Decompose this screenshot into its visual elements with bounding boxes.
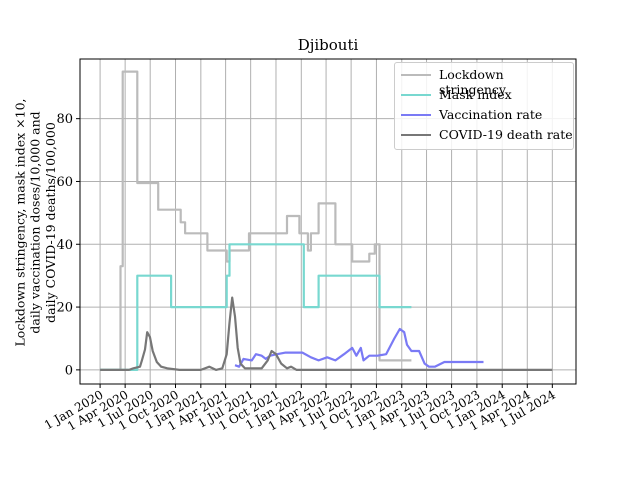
chart-legend: Lockdown stringency Mask index Vaccinati… (394, 62, 574, 150)
y-tick-label: 80 (56, 112, 73, 127)
series-line-deaths (100, 296, 553, 371)
grid-lines (80, 59, 576, 384)
legend-label-lockdown: Lockdown stringency (439, 67, 506, 97)
series-line-mask (100, 243, 412, 371)
legend-item-lockdown: Lockdown stringency (395, 66, 573, 97)
chart-title: Djibouti (297, 36, 359, 54)
series-line-lockdown (100, 70, 412, 371)
legend-label-vaccination: Vaccination rate (439, 107, 543, 122)
legend-item-vaccination: Vaccination rate (395, 106, 573, 126)
y-axis-label: Lockdown stringency, mask index ×10, dai… (6, 60, 66, 384)
y-tick-label: 40 (56, 238, 73, 253)
y-axis-label-line-3: daily COVID-19 deaths/100,000 (42, 121, 58, 323)
y-axis-label-line-2: daily vaccination doses/10,000 and (27, 110, 43, 334)
legend-swatch-vaccination (401, 114, 431, 116)
legend-label-mask: Mask index (439, 87, 512, 102)
legend-swatch-lockdown (401, 74, 431, 76)
y-tick-label: 0 (65, 363, 73, 378)
y-axis-ticks: 0 20 40 60 80 (56, 112, 80, 378)
y-tick-label: 60 (56, 175, 73, 190)
plot-frame (79, 58, 577, 385)
legend-swatch-deaths (401, 134, 431, 136)
legend-item-mask: Mask index (395, 86, 573, 106)
series-lines (100, 70, 553, 371)
legend-item-deaths: COVID-19 death rate (395, 126, 573, 146)
legend-label-deaths: COVID-19 death rate (439, 127, 573, 142)
series-line-vaccination (234, 327, 484, 368)
y-tick-label: 20 (56, 301, 73, 316)
legend-swatch-mask (401, 94, 431, 96)
y-axis-label-line-1: Lockdown stringency, mask index ×10, (12, 97, 28, 347)
